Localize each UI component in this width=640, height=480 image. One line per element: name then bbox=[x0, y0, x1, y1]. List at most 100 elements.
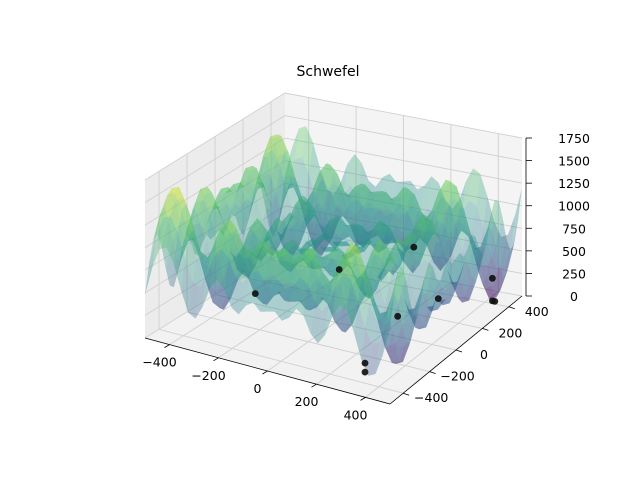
surface-patch bbox=[202, 207, 214, 243]
surface-patch bbox=[322, 229, 334, 241]
surface-patch bbox=[338, 246, 350, 260]
surface-patch bbox=[385, 196, 397, 217]
surface-patch bbox=[264, 239, 276, 257]
surface-patch bbox=[324, 212, 336, 244]
surface-patch bbox=[374, 282, 386, 322]
surface-patch bbox=[381, 304, 393, 348]
surface-patch bbox=[469, 267, 480, 301]
surface-patch bbox=[274, 135, 286, 156]
surface-patch bbox=[276, 223, 288, 249]
y-tick-label: 400 bbox=[525, 304, 549, 319]
surface-patch bbox=[285, 262, 298, 290]
surface-patch bbox=[433, 255, 445, 272]
surface-patch bbox=[478, 272, 490, 300]
surface-patch bbox=[385, 281, 397, 331]
surface-patch bbox=[349, 246, 361, 256]
surface-patch bbox=[377, 320, 389, 348]
surface-patch bbox=[181, 258, 193, 313]
surface-patch bbox=[283, 247, 295, 271]
surface-patch bbox=[379, 257, 391, 272]
surface-patch bbox=[335, 241, 347, 247]
surface-patch bbox=[293, 221, 305, 245]
surface-patch bbox=[325, 233, 337, 247]
surface-patch bbox=[242, 250, 254, 283]
surface-patch bbox=[376, 210, 388, 233]
surface-patch bbox=[409, 227, 421, 260]
surface-patch bbox=[341, 191, 353, 231]
surface-patch bbox=[307, 260, 319, 302]
surface-patch bbox=[355, 226, 367, 240]
surface-patch bbox=[343, 249, 355, 279]
surface-patch bbox=[383, 222, 395, 242]
surface-patch bbox=[313, 238, 325, 252]
surface-patch bbox=[278, 212, 290, 226]
surface-patch bbox=[404, 225, 415, 259]
surface-patch bbox=[398, 277, 410, 326]
surface-patch bbox=[469, 168, 481, 206]
surface-patch bbox=[386, 226, 398, 247]
surface-patch bbox=[344, 191, 356, 215]
surface-patch bbox=[283, 261, 295, 283]
surface-patch bbox=[212, 302, 224, 310]
surface-patch bbox=[391, 226, 403, 247]
surface-patch bbox=[203, 187, 215, 217]
surface-patch bbox=[355, 243, 367, 255]
surface-patch bbox=[321, 237, 333, 256]
surface-patch bbox=[298, 195, 310, 219]
surface-patch bbox=[335, 209, 347, 225]
surface-patch bbox=[479, 227, 491, 277]
surface-patch bbox=[261, 240, 273, 257]
surface-patch bbox=[177, 209, 190, 259]
surface-patch bbox=[270, 210, 282, 246]
surface-patch bbox=[359, 276, 371, 306]
surface-patch bbox=[334, 321, 346, 333]
surface-patch bbox=[288, 151, 300, 196]
surface-patch bbox=[440, 255, 452, 272]
surface-patch bbox=[331, 235, 343, 250]
surface-patch bbox=[423, 208, 435, 251]
surface-patch bbox=[272, 245, 284, 266]
surface-patch bbox=[198, 215, 210, 256]
surface-patch bbox=[191, 237, 203, 256]
surface-patch bbox=[220, 264, 233, 294]
x-tick bbox=[164, 344, 170, 348]
surface-patch bbox=[276, 166, 288, 216]
surface-patch bbox=[182, 203, 194, 236]
surface-patch bbox=[293, 253, 305, 286]
surface-patch bbox=[204, 192, 216, 208]
surface-patch bbox=[255, 182, 267, 222]
surface-patch bbox=[224, 258, 236, 308]
surface-patch bbox=[232, 228, 244, 253]
surface-patch bbox=[277, 217, 289, 232]
surface-patch bbox=[326, 216, 338, 234]
surface-patch bbox=[289, 212, 302, 226]
surface-patch bbox=[392, 243, 404, 268]
surface-patch bbox=[265, 236, 277, 248]
surface-patch bbox=[241, 165, 253, 182]
surface-patch bbox=[405, 243, 417, 270]
surface-patch bbox=[340, 224, 352, 239]
surface-patch bbox=[398, 233, 410, 265]
surface-patch bbox=[329, 182, 341, 227]
surface-patch bbox=[299, 261, 311, 286]
surface-patch bbox=[238, 274, 250, 315]
surface-patch bbox=[347, 256, 359, 288]
surface-patch bbox=[358, 224, 370, 235]
surface-patch bbox=[312, 222, 324, 243]
surface-patch bbox=[327, 303, 339, 323]
surface-patch bbox=[267, 197, 279, 229]
surface-patch bbox=[310, 248, 322, 271]
surface-patch bbox=[472, 249, 484, 282]
surface-patch bbox=[327, 246, 339, 252]
surface-patch bbox=[274, 279, 286, 321]
surface-patch bbox=[373, 223, 385, 244]
surface-patch bbox=[348, 251, 359, 272]
surface-patch bbox=[338, 306, 350, 333]
z-tick-label: 500 bbox=[562, 244, 586, 259]
surface-patch bbox=[387, 237, 399, 258]
surface-patch bbox=[304, 188, 316, 231]
surface-patch bbox=[258, 236, 270, 248]
surface-patch bbox=[230, 181, 242, 209]
surface-patch bbox=[351, 188, 363, 215]
surface-patch bbox=[331, 203, 343, 225]
